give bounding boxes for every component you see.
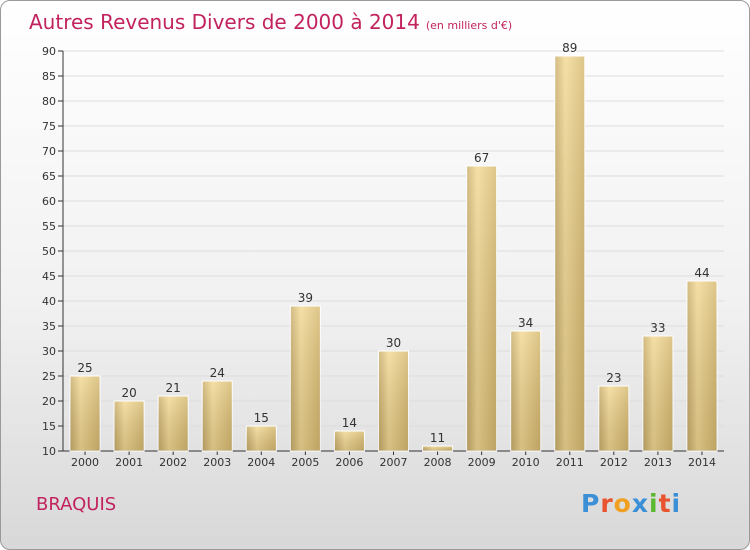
- chart-title-text: Autres Revenus Divers de 2000 à 2014: [29, 10, 420, 34]
- y-tick-label: 90: [42, 45, 56, 58]
- chart-title-unit: (en milliers d'€): [425, 19, 513, 32]
- bar-shade-2006: [334, 431, 365, 451]
- bar-shade-2009: [466, 166, 497, 451]
- bar-shade-2013: [642, 336, 673, 451]
- value-label: 23: [606, 371, 621, 385]
- y-tick-label: 50: [42, 245, 56, 258]
- value-label: 20: [121, 386, 136, 400]
- value-label: 25: [77, 361, 92, 375]
- bar-shade-2004: [246, 426, 277, 451]
- chart-title: Autres Revenus Divers de 2000 à 2014 (en …: [29, 10, 512, 34]
- logo-letter: x: [631, 489, 649, 518]
- bar-shade-2012: [598, 386, 629, 451]
- bar-shade-2002: [158, 396, 189, 451]
- value-label: 34: [518, 316, 533, 330]
- value-label: 24: [210, 366, 225, 380]
- logo-letter: r: [600, 489, 614, 518]
- x-tick-label: 2005: [291, 456, 319, 469]
- x-tick-label: 2013: [644, 456, 672, 469]
- y-tick-label: 85: [42, 70, 56, 83]
- y-tick-label: 10: [42, 445, 56, 458]
- logo-letter: P: [581, 489, 601, 518]
- logo-letter: i: [671, 489, 682, 518]
- bar-shade-2010: [510, 331, 541, 451]
- x-tick-label: 2014: [688, 456, 716, 469]
- value-label: 39: [298, 291, 313, 305]
- y-tick-label: 15: [42, 420, 56, 433]
- y-tick-label: 30: [42, 345, 56, 358]
- value-label: 30: [386, 336, 401, 350]
- bar-shade-2014: [686, 281, 717, 451]
- x-tick-label: 2006: [335, 456, 363, 469]
- y-tick-label: 40: [42, 295, 56, 308]
- value-label: 14: [342, 416, 357, 430]
- y-tick-label: 65: [42, 170, 56, 183]
- y-tick-label: 70: [42, 145, 56, 158]
- value-label: 44: [694, 266, 709, 280]
- x-tick-label: 2012: [600, 456, 628, 469]
- x-tick-label: 2007: [380, 456, 408, 469]
- value-label: 11: [430, 431, 445, 445]
- y-tick-label: 25: [42, 370, 56, 383]
- value-label: 67: [474, 151, 489, 165]
- bar-shade-2000: [70, 376, 101, 451]
- bar-shade-2005: [290, 306, 321, 451]
- x-tick-label: 2010: [512, 456, 540, 469]
- x-tick-label: 2003: [203, 456, 231, 469]
- value-label: 21: [166, 381, 181, 395]
- bar-shade-2003: [202, 381, 233, 451]
- x-tick-label: 2011: [556, 456, 584, 469]
- value-label: 89: [562, 41, 577, 55]
- y-tick-label: 75: [42, 120, 56, 133]
- bar-shade-2011: [554, 56, 585, 451]
- logo-letter: i: [649, 489, 659, 518]
- bar-shade-2007: [378, 351, 409, 451]
- value-label: 33: [650, 321, 665, 335]
- value-label: 15: [254, 411, 269, 425]
- y-tick-label: 55: [42, 220, 56, 233]
- x-tick-label: 2004: [247, 456, 275, 469]
- y-tick-label: 45: [42, 270, 56, 283]
- commune-name: BRAQUIS: [36, 494, 117, 515]
- labels: 10 15 20 25 30 35 40 45 50 55 60 65 70 75 80 85 90 25 2000…: [42, 41, 716, 469]
- y-tick-label: 35: [42, 320, 56, 333]
- logo-letter: o: [613, 489, 632, 518]
- y-tick-label: 20: [42, 395, 56, 408]
- bars: [69, 55, 718, 452]
- y-tick-label: 80: [42, 95, 56, 108]
- bar-shade-2008: [422, 446, 453, 451]
- logo-letter: t: [658, 489, 672, 518]
- bar-shade-2001: [114, 401, 145, 451]
- x-tick-label: 2000: [71, 456, 99, 469]
- x-tick-label: 2009: [468, 456, 496, 469]
- x-tick-label: 2001: [115, 456, 143, 469]
- proxiti-logo: Proxiti: [581, 489, 681, 518]
- x-tick-label: 2008: [424, 456, 452, 469]
- x-tick-label: 2002: [159, 456, 187, 469]
- y-tick-label: 60: [42, 195, 56, 208]
